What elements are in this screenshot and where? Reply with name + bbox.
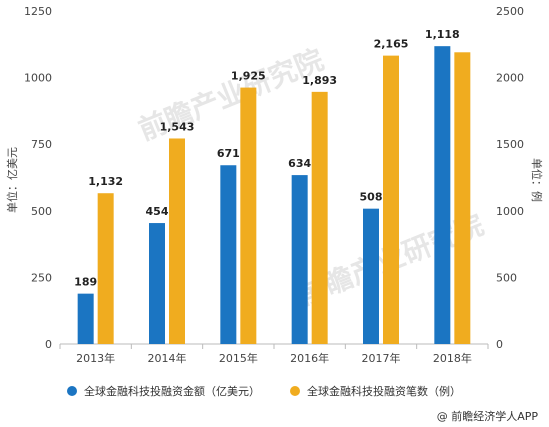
data-label-series-1-0: 189: [74, 276, 97, 289]
y-axis-right: 0 500 1000 1500 2000 2500: [496, 5, 524, 351]
legend-marker-series-1: [67, 386, 77, 396]
bar-series-1-3: [291, 175, 308, 344]
data-label-series-2-1: 1,543: [160, 120, 195, 133]
bar-series-2-4: [383, 55, 399, 344]
legend: 全球金融科技投融资金额（亿美元） 全球金融科技投融资笔数（例）: [67, 384, 461, 398]
y-right-tick-label: 0: [496, 338, 503, 351]
data-labels: 189 454 671 634 508 1,118 1,132 1,543 1,925 1,893…: [74, 28, 460, 288]
data-label-series-1-1: 454: [146, 205, 169, 218]
source-credit: @ 前瞻经济学人APP: [437, 409, 539, 423]
x-tick-label: 2015年: [219, 351, 258, 365]
data-label-series-1-2: 671: [217, 147, 240, 160]
y-left-tick-label: 0: [45, 338, 52, 351]
x-tick-label: 2018年: [433, 351, 472, 365]
y-left-tick-label: 1250: [24, 5, 52, 18]
bar-series-2-3: [311, 91, 328, 344]
y-axis-left: 0 250 500 750 1000 1250: [24, 5, 52, 351]
bar-series-1-5: [434, 46, 451, 345]
x-axis: 2013年 2014年 2015年 2016年 2017年 2018年: [59, 344, 489, 365]
bar-series-2-2: [240, 87, 257, 344]
bar-series-2-5: [454, 52, 471, 345]
bar-series: [77, 46, 471, 345]
bar-series-1-2: [220, 165, 237, 344]
y-axis-right-title: 单位：例: [530, 158, 544, 202]
legend-label-series-2: 全球金融科技投融资笔数（例）: [307, 384, 461, 398]
y-axis-left-title: 单位：亿美元: [5, 147, 19, 213]
y-left-tick-label: 1000: [24, 72, 52, 85]
bar-series-1-0: [77, 293, 94, 344]
y-right-tick-label: 500: [496, 271, 517, 284]
y-right-tick-label: 1000: [496, 205, 524, 218]
bar-series-2-1: [169, 138, 185, 344]
data-label-series-1-3: 634: [288, 157, 311, 170]
x-tick-label: 2014年: [148, 351, 187, 365]
y-right-tick-label: 2500: [496, 5, 524, 18]
data-label-series-2-3: 1,893: [302, 74, 337, 87]
bar-series-1-4: [363, 208, 379, 344]
data-label-series-2-4: 2,165: [374, 38, 409, 51]
y-left-tick-label: 250: [31, 271, 52, 284]
bar-series-2-0: [97, 193, 114, 344]
y-right-tick-label: 2000: [496, 72, 524, 85]
y-right-tick-label: 1500: [496, 138, 524, 151]
data-label-series-2-2: 1,925: [231, 70, 266, 83]
legend-marker-series-2: [290, 386, 300, 396]
data-label-series-2-0: 1,132: [88, 175, 123, 188]
y-left-tick-label: 750: [31, 138, 52, 151]
legend-label-series-1: 全球金融科技投融资金额（亿美元）: [84, 384, 260, 398]
data-label-series-1-5: 1,118: [425, 28, 460, 41]
data-label-series-1-4: 508: [360, 191, 383, 204]
x-tick-label: 2016年: [290, 351, 329, 365]
x-tick-label: 2013年: [76, 351, 115, 365]
x-tick-label: 2017年: [362, 351, 401, 365]
y-left-tick-label: 500: [31, 205, 52, 218]
bar-series-1-1: [149, 223, 165, 344]
